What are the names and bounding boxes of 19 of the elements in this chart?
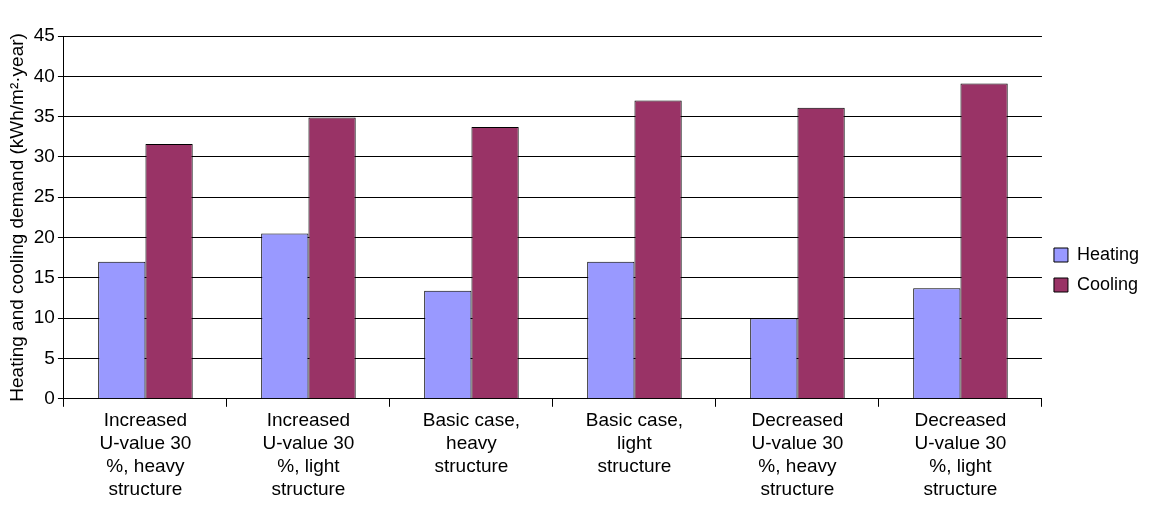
y-axis-title: Heating and cooling demand (kWh/m²·year) [5,33,27,402]
y-tick-label: 45 [33,24,55,46]
y-tick-label: 30 [33,145,55,167]
y-tick-label: 5 [44,346,55,368]
x-tick-label: Increased U-value 30 %, heavy structure [99,409,192,499]
y-tick-label: 10 [33,306,55,328]
x-tick-label: Basic case, heavy structure [422,409,521,477]
x-tick-label: Basic case, light structure [585,409,684,477]
x-tick-label: Decreased U-value 30 %, light structure [914,409,1007,499]
legend-label: Heating [1076,243,1139,264]
legend-label: Cooling [1076,273,1138,294]
y-tick-label: 25 [33,185,55,207]
y-tick-label: 15 [33,266,55,288]
y-tick-label: 20 [33,225,55,247]
y-tick-label: 40 [33,64,55,86]
y-tick-label: 0 [44,387,55,409]
x-tick-label: Increased U-value 30 %, light structure [262,409,355,499]
y-tick-label: 35 [33,104,55,126]
x-tick-label: Decreased U-value 30 %, heavy structure [751,409,844,499]
